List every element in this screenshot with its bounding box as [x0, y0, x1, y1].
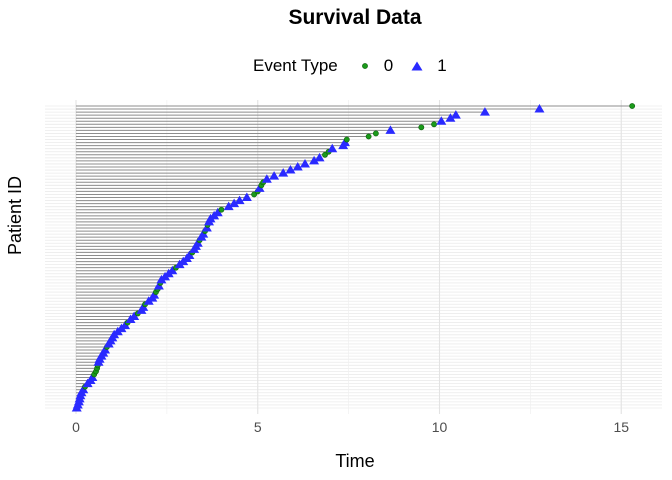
event-point: [192, 238, 203, 247]
legend: Event Type 0 1: [253, 56, 447, 76]
event-point: [445, 113, 456, 122]
event-point: [314, 152, 325, 162]
legend-triangle-icon: [411, 61, 423, 71]
x-tick-label: 15: [613, 419, 629, 435]
event-point: [278, 168, 289, 177]
event-point: [223, 201, 234, 211]
x-tick-label: 0: [72, 419, 80, 435]
event-point: [269, 171, 280, 180]
event-point: [120, 320, 131, 330]
event-point: [198, 229, 209, 238]
event-point: [285, 165, 296, 174]
event-point: [167, 265, 178, 275]
event-point: [292, 162, 303, 171]
event-point: [309, 155, 320, 165]
event-point: [184, 250, 195, 259]
event-point: [450, 110, 461, 119]
event-point: [149, 290, 160, 299]
event-point: [78, 384, 89, 394]
event-point: [234, 195, 245, 205]
event-point: [479, 107, 490, 116]
event-point: [138, 302, 149, 311]
censored-point: [418, 124, 425, 131]
event-point: [385, 125, 396, 134]
censored-point: [431, 121, 437, 128]
censored-point: [365, 133, 372, 140]
legend-label-0: 0: [383, 56, 394, 75]
x-tick-label: 5: [254, 419, 262, 435]
x-tick-label: 10: [432, 419, 448, 435]
event-point: [339, 137, 350, 147]
event-point: [87, 372, 98, 381]
legend-label-1: 1: [437, 56, 447, 75]
event-point: [261, 174, 272, 183]
event-point: [241, 192, 252, 202]
censored-point: [343, 136, 350, 143]
event-point: [254, 183, 265, 192]
event-point: [100, 345, 111, 354]
event-point: [436, 116, 447, 125]
legend-title: Event Type: [253, 56, 338, 75]
event-point: [229, 198, 240, 208]
censored-point: [372, 130, 379, 137]
censored-point: [251, 191, 258, 198]
x-axis-label: Time: [335, 451, 375, 471]
event-point: [129, 311, 140, 320]
censored-point: [322, 151, 328, 158]
chart-title: Survival Data: [288, 6, 422, 29]
event-point: [534, 104, 545, 113]
legend-circle-icon: [361, 63, 368, 69]
censored-point: [218, 206, 225, 213]
y-axis-label: Patient ID: [5, 175, 25, 255]
censored-point: [629, 103, 636, 109]
event-point: [212, 207, 223, 217]
event-point: [300, 158, 311, 168]
event-point: [327, 143, 338, 153]
